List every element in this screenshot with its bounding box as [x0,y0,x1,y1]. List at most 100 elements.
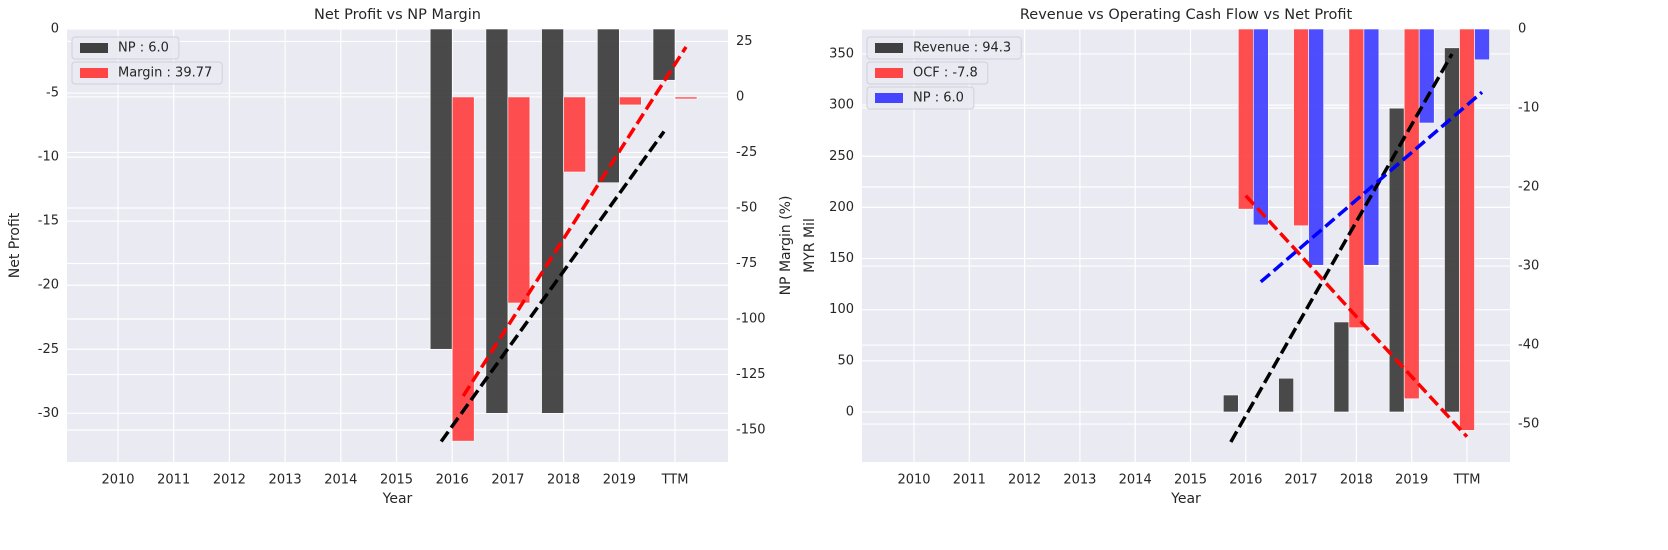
x-axis-label: Year [382,491,413,507]
bar [1444,47,1460,413]
trend-line [1244,194,1469,438]
x-tick-label: 2018 [1340,473,1373,488]
legend-box [866,86,975,110]
y2-tick-label: 0 [736,89,744,104]
y-tick-label: 250 [829,149,854,164]
legend-box [866,36,1022,60]
y2-axis-label: NP Margin (%) [778,196,794,296]
bar [1403,28,1420,400]
x-tick-label: 2019 [603,473,636,488]
y2-tick-label: -100 [736,311,766,326]
y2-tick-label: -20 [1518,180,1539,195]
bar [1333,321,1350,413]
x-tick-label: TTM [1453,473,1481,488]
x-tick-label: 2014 [1119,473,1152,488]
y-tick-label: -10 [38,150,59,165]
x-tick-label: 2015 [1174,473,1207,488]
x-tick-label: 2012 [1008,473,1041,488]
bar [1474,28,1490,61]
bar [1238,28,1254,210]
y-tick-label: -25 [38,342,59,357]
bar [618,96,642,106]
x-tick-label: 2019 [1395,473,1428,488]
legend-swatch [80,43,108,53]
y2-tick-label: -150 [736,423,766,438]
x-tick-label: 2016 [436,473,469,488]
x-tick-label: 2011 [157,473,190,488]
bar [1308,28,1324,266]
x-tick-label: 2013 [269,473,302,488]
bar [541,28,564,414]
y-tick-label: -5 [46,86,59,101]
y2-tick-label: -75 [736,256,757,271]
legend-box [71,61,223,85]
x-tick-label: 2010 [101,473,134,488]
x-tick-label: 2016 [1229,473,1262,488]
y2-tick-label: -50 [1518,417,1539,432]
legend-swatch [875,93,903,103]
bar [451,96,475,442]
y2-tick-label: 0 [1518,22,1526,37]
bar [1348,28,1365,328]
bar [596,28,620,184]
legend-box [866,61,989,85]
plot-area [67,29,728,462]
y2-tick-label: -40 [1518,338,1539,353]
legend-label: Margin : 39.77 [118,66,212,81]
x-axis-label: Year [1170,491,1201,507]
legend-box [71,36,180,60]
y2-tick-label: -30 [1518,259,1539,274]
y-tick-label: 0 [846,404,854,419]
legend-swatch [875,68,903,78]
y2-tick-label: -50 [736,200,757,215]
y-tick-label: 0 [51,22,59,37]
y-tick-label: 150 [829,251,854,266]
x-tick-label: TTM [661,473,689,488]
y-tick-label: -30 [38,406,59,421]
bar [674,96,698,100]
trend-line [439,130,666,443]
y-tick-label: -15 [38,214,59,229]
x-tick-label: 2017 [1285,473,1318,488]
trend-line [1229,53,1454,443]
x-tick-label: 2017 [491,473,524,488]
y-axis-label: Net Profit [7,212,23,278]
bar [1293,28,1309,227]
legend-label: OCF : -7.8 [913,66,978,81]
bar [1278,377,1294,413]
legend-swatch [80,68,108,78]
y-axis-label: MYR Mil [802,218,818,273]
legend-label: NP : 6.0 [913,91,964,106]
bar [1363,28,1380,266]
y-tick-label: 50 [837,353,854,368]
legend-label: Revenue : 94.3 [913,41,1011,56]
chart-title: Revenue vs Operating Cash Flow vs Net Pr… [1020,7,1353,23]
y2-tick-label: -125 [736,367,766,382]
trend-line [461,46,688,397]
bar [1418,28,1435,124]
chart-title: Net Profit vs NP Margin [314,7,481,23]
y-tick-label: 300 [829,98,854,113]
x-tick-label: 2018 [547,473,580,488]
y2-tick-label: -10 [1518,101,1539,116]
trend-line [1259,90,1484,284]
x-tick-label: 2014 [324,473,357,488]
x-tick-label: 2012 [213,473,246,488]
bar [563,96,586,173]
bar [507,96,531,304]
x-tick-label: 2010 [897,473,930,488]
x-tick-label: 2011 [953,473,986,488]
legend-swatch [875,43,903,53]
bar [1253,28,1269,226]
y-tick-label: 100 [829,302,854,317]
y2-tick-label: -25 [736,145,757,160]
y-tick-label: 350 [829,46,854,61]
x-tick-label: 2013 [1063,473,1096,488]
bar [429,28,453,350]
y2-tick-label: 25 [736,34,753,49]
x-tick-label: 2015 [380,473,413,488]
y-tick-label: 200 [829,200,854,215]
legend-label: NP : 6.0 [118,41,169,56]
